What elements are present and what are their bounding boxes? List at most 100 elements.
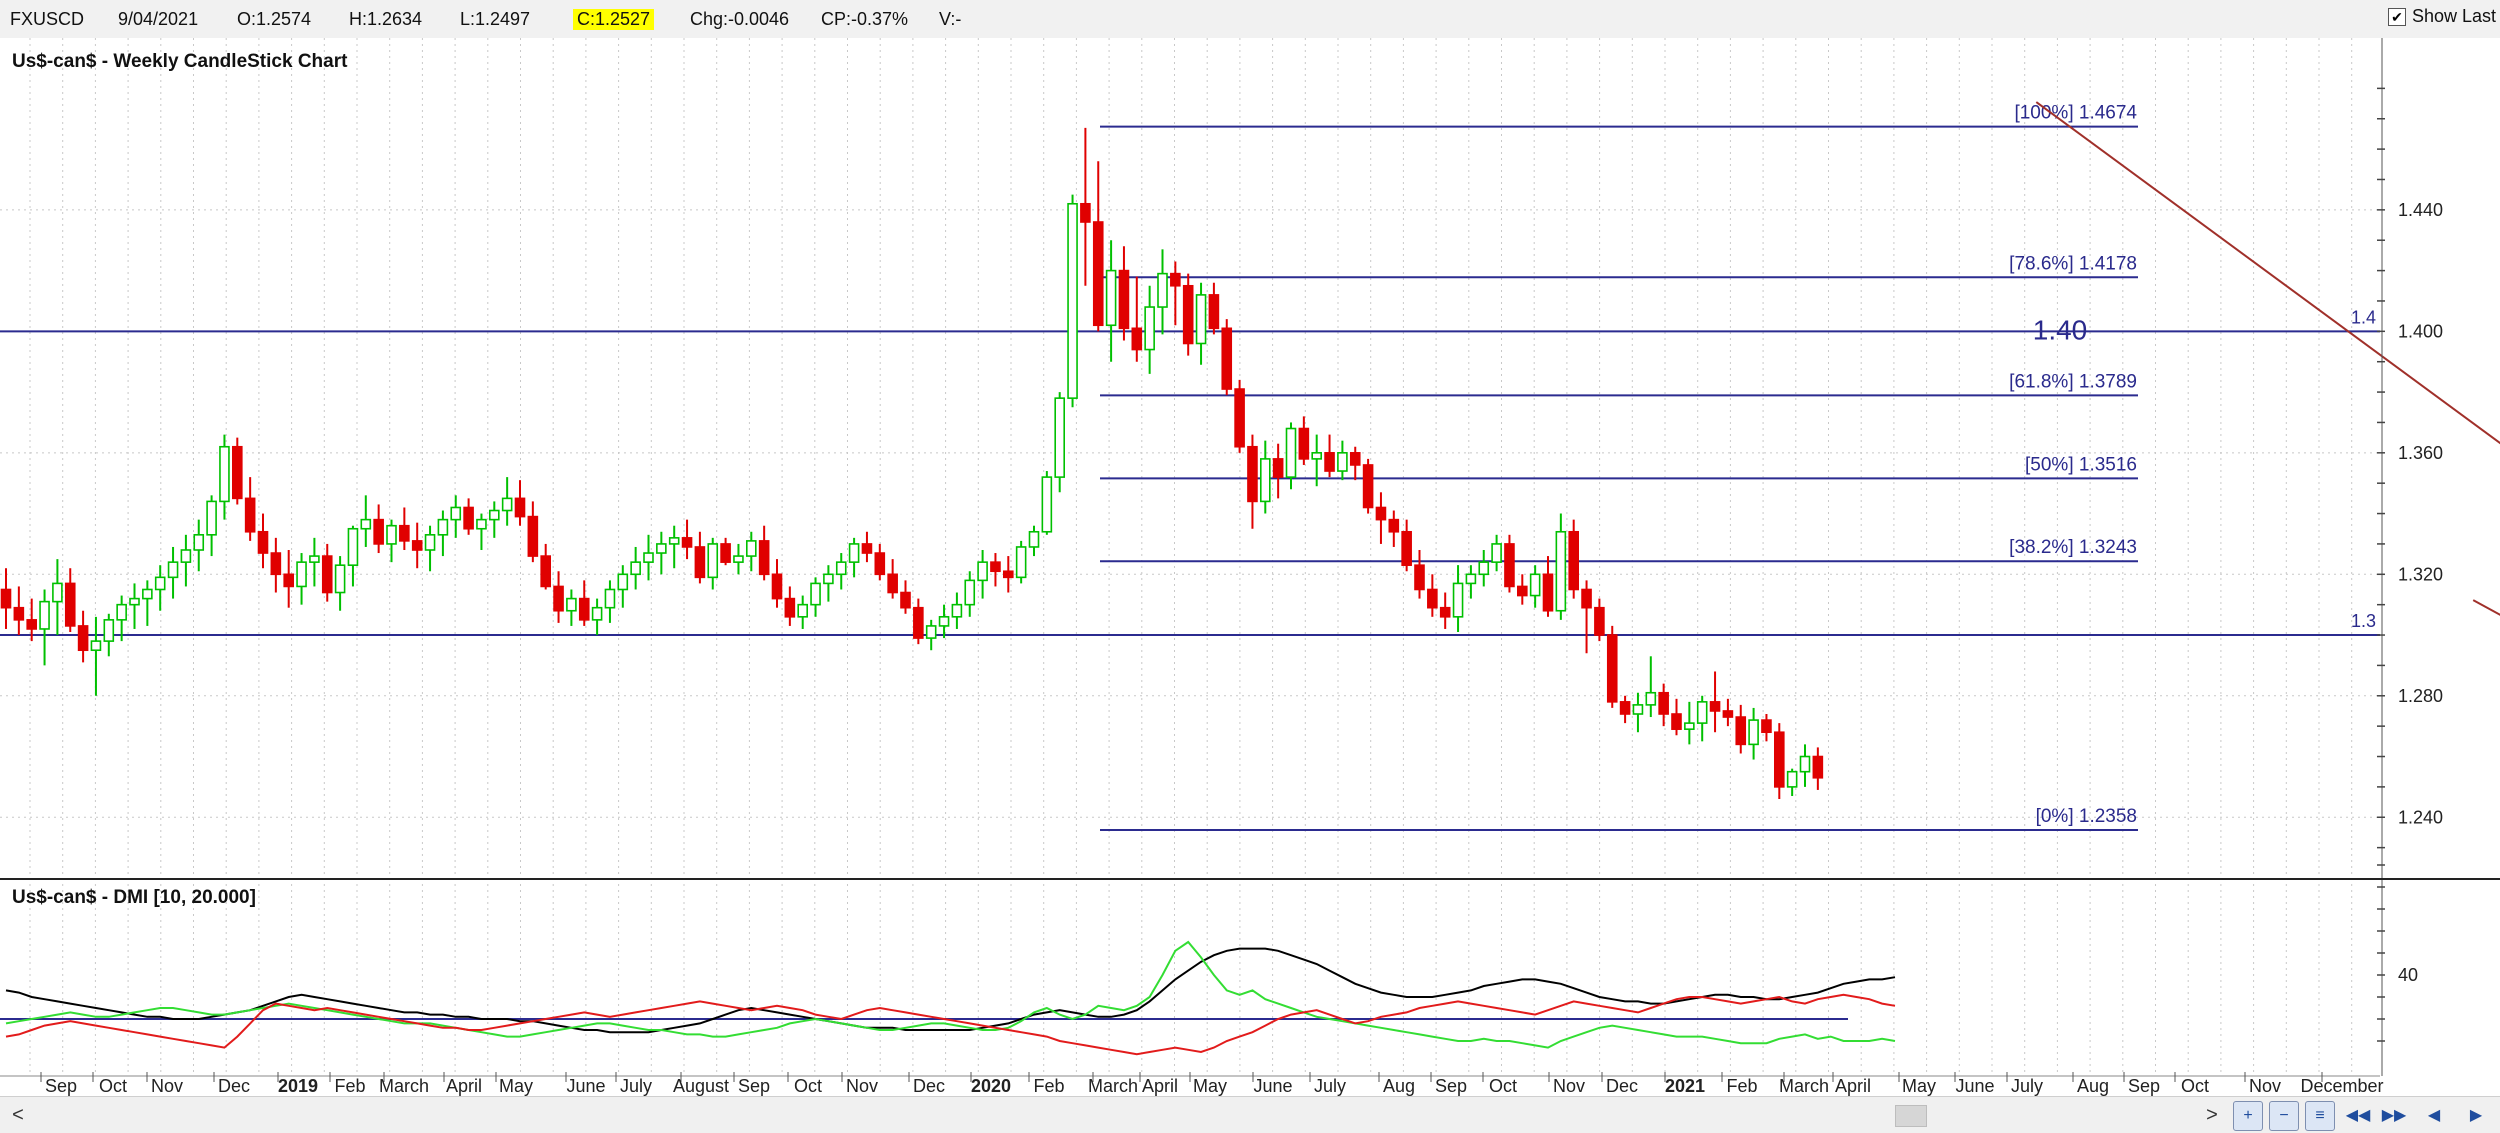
candle-body — [733, 555, 744, 563]
x-axis-label: Oct — [2181, 1076, 2209, 1096]
x-axis-label: Oct — [1489, 1076, 1517, 1096]
candle-body — [694, 546, 706, 579]
candle — [1195, 282, 1207, 365]
candle-body — [90, 640, 102, 652]
candle-body — [1786, 770, 1798, 788]
scroll-last-button[interactable]: ▶▶ — [2381, 1107, 2407, 1124]
scrollbar-thumb[interactable] — [1895, 1105, 1927, 1127]
scroll-left-arrow-icon[interactable]: < — [12, 1103, 24, 1126]
candle — [1234, 379, 1245, 453]
candle — [1658, 683, 1669, 727]
candle — [720, 537, 731, 566]
candle-body — [103, 619, 115, 642]
x-axis-label: Nov — [846, 1076, 878, 1096]
chart-settings-button[interactable]: ≡ — [2305, 1101, 2335, 1131]
candle-body — [938, 616, 950, 627]
level-axis-label: 1.3 — [2351, 611, 2376, 631]
x-axis-label: June — [1253, 1076, 1292, 1096]
candle-body — [347, 527, 359, 566]
axes: 1.440 1.400 1.360 1.320 1.280 1.240 40 Sep Oct No… — [0, 38, 2443, 1096]
fib-label: [0%] 1.2358 — [2036, 806, 2137, 827]
candle-body — [848, 543, 860, 563]
candle-body — [1645, 691, 1657, 706]
scroll-right-arrow-icon[interactable]: > — [2206, 1103, 2218, 1126]
x-axis-label: July — [1314, 1076, 1346, 1096]
x-axis-label: December — [2300, 1076, 2383, 1096]
fib-label: [100%] 1.4674 — [2014, 103, 2137, 124]
candle — [1735, 704, 1747, 754]
candle-body — [784, 597, 796, 618]
candle — [1362, 458, 1374, 514]
candle — [1131, 276, 1143, 362]
fib-label: [50%] 1.3516 — [2025, 454, 2137, 475]
candle — [694, 531, 706, 584]
candle-body — [1041, 476, 1053, 533]
quote-header: FXUSCD 9/04/2021 O:1.2574 H:1.2634 L:1.2… — [0, 0, 2500, 39]
candle — [848, 537, 860, 578]
candle-body — [527, 515, 539, 557]
candle-body — [1465, 573, 1477, 585]
x-axis-label: May — [499, 1076, 533, 1096]
x-axis-label: 2019 — [278, 1076, 318, 1096]
candle — [180, 534, 192, 587]
candle-body — [1696, 701, 1708, 724]
candle-body — [1298, 427, 1310, 460]
candle — [938, 604, 950, 639]
candle-body — [1157, 272, 1168, 308]
zoom-out-button[interactable]: − — [2269, 1101, 2299, 1131]
candle-body — [180, 549, 192, 563]
zoom-in-button[interactable]: + — [2233, 1101, 2263, 1131]
candle-body — [1272, 458, 1284, 478]
candle — [630, 546, 641, 590]
candle — [1761, 714, 1772, 742]
candle-body — [591, 606, 603, 621]
show-last-label: Show Last — [2411, 6, 2496, 26]
candle-body — [874, 552, 886, 576]
x-axis-label: July — [2011, 1076, 2043, 1096]
chart-area[interactable]: 1.40 1.4 1.3 [100%] 1.4674 [78.6%] 1.4178 [61… — [0, 38, 2500, 1096]
candle — [1015, 540, 1027, 584]
candle — [514, 480, 526, 526]
candle — [1709, 671, 1721, 733]
candle — [591, 598, 603, 636]
candle-body — [488, 509, 500, 521]
close-label: C:1.2527 — [573, 9, 655, 30]
x-axis-label: Dec — [913, 1076, 945, 1096]
candle-body — [309, 555, 320, 563]
candle-body — [437, 518, 449, 536]
candle-body — [964, 579, 976, 606]
candle-body — [1067, 202, 1078, 399]
scroll-left-button[interactable]: ◀ — [2427, 1107, 2441, 1124]
candle — [797, 595, 809, 629]
high-label: H:1.2634 — [349, 9, 423, 29]
price-axis-label: 1.440 — [2398, 200, 2443, 220]
candle — [450, 495, 462, 538]
candle-body — [1054, 397, 1065, 478]
candle-body — [1337, 452, 1348, 472]
horizontal-scrollbar[interactable]: < > + − ≡ ◀◀ ▶▶ ◀ ▶ — [0, 1096, 2500, 1133]
candle — [0, 568, 12, 629]
x-axis-label: Aug — [2077, 1076, 2109, 1096]
candle-body — [244, 497, 256, 533]
chart-background — [0, 38, 2500, 1096]
candle — [1337, 440, 1348, 481]
candle-body — [373, 518, 384, 545]
candle-body — [1568, 530, 1579, 591]
dmi-series-adx — [5, 947, 1896, 1034]
scroll-right-button[interactable]: ▶ — [2469, 1107, 2483, 1124]
candle-body — [219, 445, 230, 503]
candle — [1028, 525, 1040, 557]
candle-body — [745, 540, 757, 557]
show-last-toggle[interactable]: ✔ Show Last — [2387, 6, 2496, 27]
candle-body — [1221, 327, 1233, 390]
candle-body — [604, 588, 616, 609]
candle-body — [1362, 464, 1374, 509]
scroll-first-button[interactable]: ◀◀ — [2345, 1107, 2371, 1124]
candle — [321, 543, 333, 602]
show-last-checkbox[interactable]: ✔ — [2387, 7, 2406, 26]
candle — [501, 477, 513, 526]
candle — [566, 589, 577, 626]
candle — [1542, 556, 1554, 617]
candle-body — [1722, 710, 1734, 718]
candle — [309, 537, 320, 587]
